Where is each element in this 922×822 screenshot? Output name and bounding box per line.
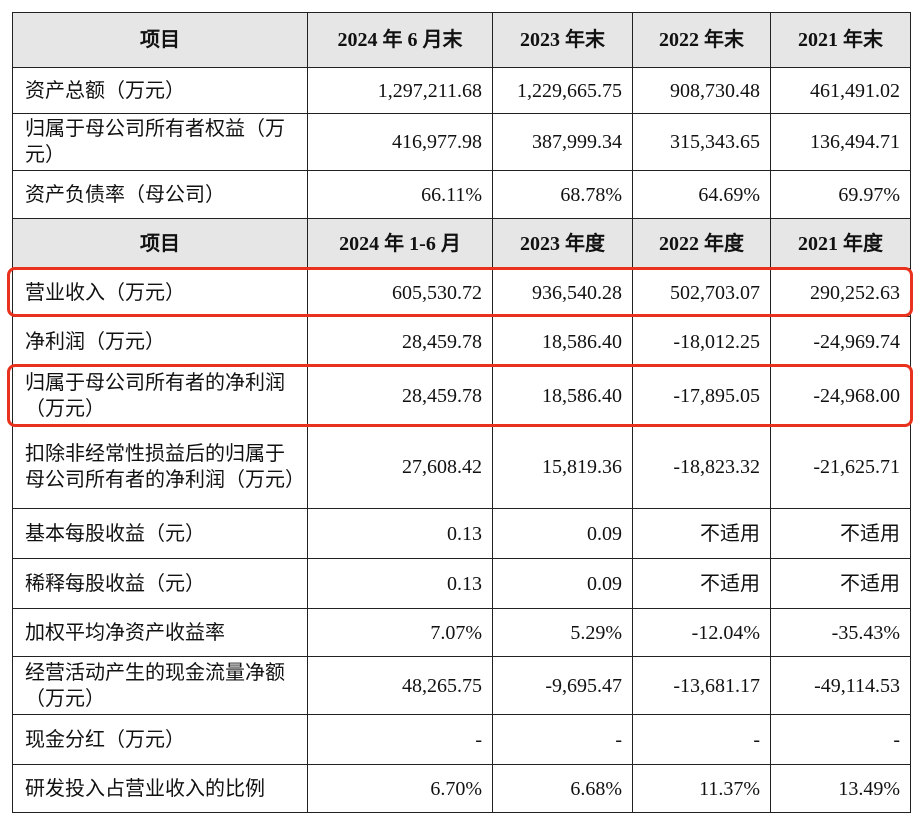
data-row: 归属于母公司所有者权益（万元） 416,977.98 387,999.34 315,3… [12, 113, 911, 171]
row-label: 经营活动产生的现金流量净额（万元） [12, 656, 308, 715]
value-cell: -49,114.53 [770, 656, 911, 715]
value-cell: 28,459.78 [307, 366, 493, 425]
value-cell: 461,491.02 [770, 67, 911, 114]
value-cell: 66.11% [307, 170, 493, 219]
row-label: 营业收入（万元） [12, 268, 308, 317]
header-cell: 2024 年 6 月末 [307, 12, 493, 68]
header-cell: 2021 年度 [770, 218, 911, 269]
value-cell: 1,297,211.68 [307, 67, 493, 114]
value-cell: 13.49% [770, 764, 911, 813]
data-row: 稀释每股收益（元） 0.13 0.09 不适用 不适用 [12, 558, 911, 609]
value-cell: -21,625.71 [770, 424, 911, 509]
value-cell: - [770, 714, 911, 765]
value-cell: 48,265.75 [307, 656, 493, 715]
data-row: 资产负债率（母公司） 66.11% 68.78% 64.69% 69.97% [12, 170, 911, 219]
value-cell: 27,608.42 [307, 424, 493, 509]
value-cell: 64.69% [632, 170, 771, 219]
value-cell: 11.37% [632, 764, 771, 813]
value-cell: 502,703.07 [632, 268, 771, 317]
row-label: 资产总额（万元） [12, 67, 308, 114]
value-cell: 6.70% [307, 764, 493, 813]
header-cell: 2022 年末 [632, 12, 771, 68]
highlight-box [7, 267, 913, 317]
data-row: 经营活动产生的现金流量净额（万元） 48,265.75 -9,695.47 -13,6… [12, 656, 911, 715]
row-label: 研发投入占营业收入的比例 [12, 764, 308, 813]
header-cell: 2021 年末 [770, 12, 911, 68]
value-cell: 5.29% [492, 608, 633, 657]
header-cell: 2024 年 1-6 月 [307, 218, 493, 269]
data-row: 现金分红（万元） - - - - [12, 714, 911, 765]
value-cell: - [632, 714, 771, 765]
value-cell: 28,459.78 [307, 316, 493, 367]
value-cell: -24,969.74 [770, 316, 911, 367]
value-cell: 290,252.63 [770, 268, 911, 317]
value-cell: -24,968.00 [770, 366, 911, 425]
value-cell: 15,819.36 [492, 424, 633, 509]
header-row: 项目 2024 年 6 月末 2023 年末 2022 年末 2021 年末 [12, 12, 911, 68]
data-row: 营业收入（万元） 605,530.72 936,540.28 502,703.07 29… [12, 268, 911, 317]
value-cell: 6.68% [492, 764, 633, 813]
value-cell: 不适用 [770, 508, 911, 559]
row-label: 归属于母公司所有者权益（万元） [12, 113, 308, 171]
value-cell: -17,895.05 [632, 366, 771, 425]
value-cell: 315,343.65 [632, 113, 771, 171]
value-cell: 不适用 [632, 558, 771, 609]
data-row: 资产总额（万元） 1,297,211.68 1,229,665.75 908,730.… [12, 67, 911, 114]
data-row: 研发投入占营业收入的比例 6.70% 6.68% 11.37% 13.49% [12, 764, 911, 813]
data-row: 净利润（万元） 28,459.78 18,586.40 -18,012.25 -24,9… [12, 316, 911, 367]
header-cell: 项目 [12, 218, 308, 269]
row-label: 资产负债率（母公司） [12, 170, 308, 219]
header-cell: 2022 年度 [632, 218, 771, 269]
value-cell: 不适用 [632, 508, 771, 559]
value-cell: 936,540.28 [492, 268, 633, 317]
value-cell: -18,012.25 [632, 316, 771, 367]
value-cell: 18,586.40 [492, 316, 633, 367]
data-row: 基本每股收益（元） 0.13 0.09 不适用 不适用 [12, 508, 911, 559]
value-cell: - [307, 714, 493, 765]
value-cell: -12.04% [632, 608, 771, 657]
value-cell: 69.97% [770, 170, 911, 219]
row-label: 基本每股收益（元） [12, 508, 308, 559]
row-label: 现金分红（万元） [12, 714, 308, 765]
value-cell: 605,530.72 [307, 268, 493, 317]
header-cell: 2023 年度 [492, 218, 633, 269]
data-row: 扣除非经常性损益后的归属于母公司所有者的净利润（万元） 27,608.42 15,8… [12, 424, 911, 509]
value-cell: -13,681.17 [632, 656, 771, 715]
highlight-box [7, 364, 913, 427]
value-cell: - [492, 714, 633, 765]
row-label: 加权平均净资产收益率 [12, 608, 308, 657]
header-row: 项目 2024 年 1-6 月 2023 年度 2022 年度 2021 年度 [12, 218, 911, 269]
value-cell: 908,730.48 [632, 67, 771, 114]
row-label: 归属于母公司所有者的净利润（万元） [12, 366, 308, 425]
value-cell: 0.09 [492, 508, 633, 559]
row-label: 净利润（万元） [12, 316, 308, 367]
value-cell: 1,229,665.75 [492, 67, 633, 114]
data-row: 加权平均净资产收益率 7.07% 5.29% -12.04% -35.43% [12, 608, 911, 657]
row-label: 扣除非经常性损益后的归属于母公司所有者的净利润（万元） [12, 424, 308, 509]
row-label: 稀释每股收益（元） [12, 558, 308, 609]
financial-table: 项目 2024 年 6 月末 2023 年末 2022 年末 2021 年末 资产总额（万… [12, 12, 911, 813]
value-cell: -18,823.32 [632, 424, 771, 509]
value-cell: 0.09 [492, 558, 633, 609]
table-body: 项目 2024 年 6 月末 2023 年末 2022 年末 2021 年末 资产总额（万… [12, 12, 911, 813]
value-cell: 0.13 [307, 558, 493, 609]
value-cell: 0.13 [307, 508, 493, 559]
value-cell: -9,695.47 [492, 656, 633, 715]
value-cell: 387,999.34 [492, 113, 633, 171]
header-cell: 2023 年末 [492, 12, 633, 68]
header-cell: 项目 [12, 12, 308, 68]
value-cell: -35.43% [770, 608, 911, 657]
value-cell: 136,494.71 [770, 113, 911, 171]
data-row: 归属于母公司所有者的净利润（万元） 28,459.78 18,586.40 -17,8… [12, 366, 911, 425]
value-cell: 68.78% [492, 170, 633, 219]
value-cell: 7.07% [307, 608, 493, 657]
value-cell: 不适用 [770, 558, 911, 609]
value-cell: 416,977.98 [307, 113, 493, 171]
